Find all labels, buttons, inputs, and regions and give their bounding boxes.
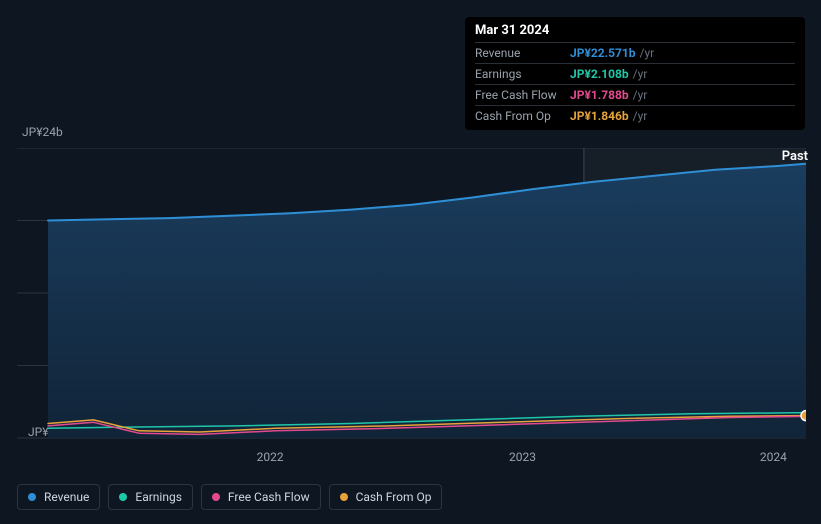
tooltip-row-unit: /yr <box>640 46 655 60</box>
tooltip: Mar 31 2024 RevenueJP¥22.571b/yrEarnings… <box>465 17 805 130</box>
legend-item[interactable]: Revenue <box>17 484 100 510</box>
tooltip-row-value: JP¥22.571b <box>570 46 636 60</box>
x-axis-labels: 2022 2023 2024 <box>17 450 806 468</box>
legend-item[interactable]: Cash From Op <box>329 484 443 510</box>
legend-item-label: Cash From Op <box>356 490 432 504</box>
legend-item-label: Free Cash Flow <box>228 490 310 504</box>
x-axis-tick-label: 2024 <box>760 450 787 464</box>
tooltip-row-label: Earnings <box>475 67 570 81</box>
tooltip-row-label: Revenue <box>475 46 570 60</box>
x-axis-tick-label: 2022 <box>257 450 284 464</box>
tooltip-row-unit: /yr <box>633 109 648 123</box>
legend-dot-icon <box>28 493 36 501</box>
tooltip-row-label: Cash From Op <box>475 109 570 123</box>
tooltip-row-value: JP¥1.788b <box>570 88 629 102</box>
tooltip-row: Free Cash FlowJP¥1.788b/yr <box>475 84 795 105</box>
legend-item[interactable]: Earnings <box>108 484 193 510</box>
tooltip-row: EarningsJP¥2.108b/yr <box>475 63 795 84</box>
x-axis-tick-label: 2023 <box>509 450 536 464</box>
legend-dot-icon <box>119 493 127 501</box>
tooltip-row: RevenueJP¥22.571b/yr <box>475 42 795 63</box>
tooltip-date: Mar 31 2024 <box>475 23 795 42</box>
legend-item-label: Revenue <box>44 490 89 504</box>
legend-dot-icon <box>340 493 348 501</box>
chart <box>17 148 806 445</box>
tooltip-row-value: JP¥1.846b <box>570 109 629 123</box>
y-axis-max-label: JP¥24b <box>22 125 63 139</box>
tooltip-row-unit: /yr <box>633 67 648 81</box>
tooltip-row-value: JP¥2.108b <box>570 67 629 81</box>
legend-item[interactable]: Free Cash Flow <box>201 484 321 510</box>
legend-item-label: Earnings <box>135 490 182 504</box>
legend-dot-icon <box>212 493 220 501</box>
tooltip-row: Cash From OpJP¥1.846b/yr <box>475 105 795 126</box>
tooltip-row-label: Free Cash Flow <box>475 88 570 102</box>
tooltip-row-unit: /yr <box>633 88 648 102</box>
legend: Revenue Earnings Free Cash Flow Cash From O… <box>17 484 442 510</box>
